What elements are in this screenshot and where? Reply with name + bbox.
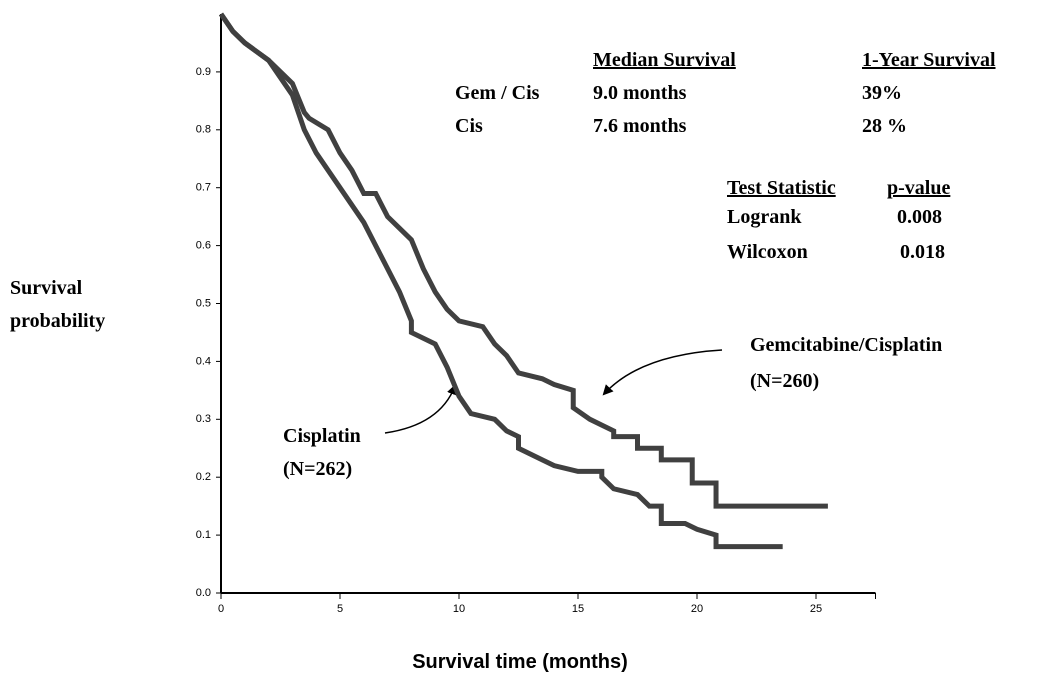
table-header: Test Statistic — [727, 177, 836, 199]
x-label: Survival time (months) — [412, 651, 628, 673]
table-cell: 0.008 — [897, 206, 942, 228]
table-cell: 9.0 months — [593, 82, 687, 104]
series-label: Cisplatin — [283, 425, 361, 447]
y-tick-label: 0.8 — [196, 124, 211, 136]
arrow — [602, 349, 723, 396]
y-tick-label: 0.9 — [196, 66, 211, 78]
table-cell: Logrank — [727, 206, 802, 228]
y-label: probability — [10, 310, 105, 332]
survival-curve — [218, 12, 783, 550]
y-tick-label: 0.0 — [196, 587, 211, 599]
table-cell: Cis — [455, 115, 483, 137]
table-cell: 0.018 — [900, 241, 945, 263]
y-tick-label: 0.7 — [196, 182, 211, 194]
x-tick-label: 25 — [810, 603, 822, 615]
x-tick-label: 20 — [691, 603, 703, 615]
y-tick-label: 0.2 — [196, 471, 211, 483]
series-label: (N=260) — [750, 370, 819, 392]
series-label: (N=262) — [283, 458, 352, 480]
table-cell: Wilcoxon — [727, 241, 808, 263]
table-cell: 7.6 months — [593, 115, 687, 137]
arrow — [384, 384, 457, 434]
table-cell: 28 % — [862, 115, 907, 137]
series-label: Gemcitabine/Cisplatin — [750, 334, 942, 356]
x-tick-label: 10 — [453, 603, 465, 615]
x-tick-label: 15 — [572, 603, 584, 615]
survival-curve — [218, 12, 828, 509]
table-header: Median Survival — [593, 49, 736, 71]
table-header: 1-Year Survival — [862, 49, 996, 71]
y-tick-label: 0.1 — [196, 529, 211, 541]
x-tick-label: 0 — [218, 603, 224, 615]
table-cell: 39% — [862, 82, 902, 104]
y-tick-label: 0.3 — [196, 413, 211, 425]
table-header: p-value — [887, 177, 950, 199]
y-label: Survival — [10, 277, 83, 299]
table-cell: Gem / Cis — [455, 82, 540, 104]
y-tick-label: 0.5 — [196, 297, 211, 309]
x-tick-label: 5 — [337, 603, 343, 615]
y-tick-label: 0.6 — [196, 240, 211, 252]
y-tick-label: 0.4 — [196, 355, 211, 367]
